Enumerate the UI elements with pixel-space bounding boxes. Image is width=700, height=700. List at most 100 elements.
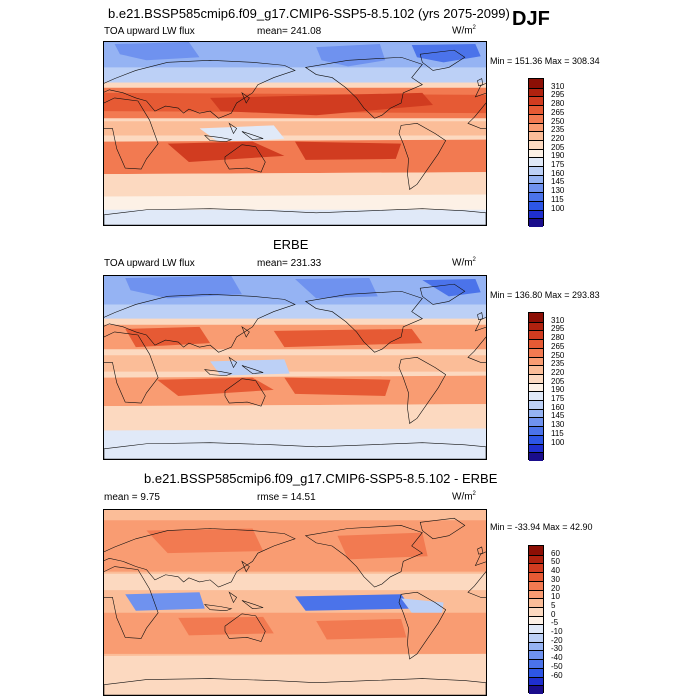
colorbar-segment bbox=[529, 113, 543, 123]
field-contour-region bbox=[316, 618, 407, 640]
coastline bbox=[205, 136, 232, 142]
colorbar-tick-label: 295 bbox=[551, 90, 565, 100]
colorbar-tick-label: 5 bbox=[551, 600, 556, 610]
coastline bbox=[468, 98, 486, 169]
coastline bbox=[242, 131, 263, 139]
coastline bbox=[420, 518, 465, 539]
panel-2-colorbar bbox=[528, 312, 544, 461]
colorbar-tick-label: -40 bbox=[551, 653, 563, 663]
colorbar-segment bbox=[529, 347, 543, 357]
colorbar-tick-label: 220 bbox=[551, 133, 565, 143]
colorbar-segment bbox=[529, 382, 543, 392]
colorbar-segment bbox=[529, 321, 543, 331]
colorbar-segment bbox=[529, 209, 543, 219]
field-contour-region bbox=[210, 359, 290, 376]
colorbar-segment bbox=[529, 589, 543, 599]
coastline bbox=[104, 679, 486, 695]
colorbar-tick-label: -30 bbox=[551, 644, 563, 654]
colorbar-segment bbox=[529, 200, 543, 210]
colorbar-tick-label: -50 bbox=[551, 661, 563, 671]
panel-1-units: W/m2 bbox=[452, 25, 476, 37]
coastline bbox=[420, 284, 465, 304]
field-contour-region bbox=[199, 125, 285, 144]
colorbar-tick-label: 160 bbox=[551, 168, 565, 178]
field-contour-region bbox=[422, 279, 481, 297]
field-contour-region bbox=[104, 209, 486, 225]
field-contour-region bbox=[125, 276, 242, 299]
colorbar-tick-label: 10 bbox=[551, 592, 560, 602]
coastline bbox=[475, 529, 486, 566]
colorbar-segment bbox=[529, 183, 543, 193]
colorbar-segment bbox=[529, 87, 543, 97]
coastline bbox=[475, 60, 486, 97]
field-contour-region bbox=[104, 355, 486, 372]
coastline bbox=[205, 605, 232, 611]
colorbar-segment bbox=[529, 434, 543, 444]
colorbar-segment bbox=[529, 218, 543, 227]
coastline bbox=[205, 370, 232, 376]
colorbar-segment bbox=[529, 659, 543, 668]
colorbar-tick-label: 100 bbox=[551, 437, 565, 447]
field-contour-region bbox=[104, 653, 486, 695]
field-contour-region bbox=[125, 326, 211, 348]
colorbar-segment bbox=[529, 122, 543, 132]
colorbar-segment bbox=[529, 373, 543, 383]
panel-3-map bbox=[103, 509, 487, 696]
colorbar-tick-label: 20 bbox=[551, 583, 560, 593]
colorbar-tick-label: 50 bbox=[551, 557, 560, 567]
field-contour-region bbox=[337, 532, 428, 560]
colorbar-segment bbox=[529, 192, 543, 201]
colorbar-segment bbox=[529, 79, 543, 88]
field-contour-region bbox=[146, 528, 264, 554]
colorbar-segment bbox=[529, 685, 543, 694]
field-contour-region bbox=[104, 428, 486, 459]
colorbar-tick-label: 205 bbox=[551, 376, 565, 386]
coastline bbox=[468, 567, 486, 639]
coastline bbox=[475, 294, 486, 331]
coastline bbox=[306, 291, 423, 352]
coastline bbox=[242, 600, 263, 608]
colorbar-segment bbox=[529, 166, 543, 175]
coastline bbox=[478, 79, 483, 86]
coastline bbox=[229, 357, 236, 367]
coastline bbox=[229, 592, 236, 602]
colorbar-tick-label: 310 bbox=[551, 81, 565, 91]
coastline bbox=[104, 332, 158, 403]
colorbar-tick-label: -60 bbox=[551, 670, 563, 680]
colorbar-segment bbox=[529, 148, 543, 158]
coastline bbox=[225, 379, 265, 406]
coastline bbox=[104, 443, 486, 459]
panel-2-variable-label: TOA upward LW flux bbox=[104, 258, 195, 269]
colorbar-segment bbox=[529, 633, 543, 642]
coastline bbox=[399, 123, 446, 189]
colorbar-segment bbox=[529, 330, 543, 340]
colorbar-segment bbox=[529, 365, 543, 374]
colorbar-segment bbox=[529, 624, 543, 634]
colorbar-tick-label: 130 bbox=[551, 420, 565, 430]
colorbar-tick-label: 190 bbox=[551, 151, 565, 161]
colorbar-tick-label: -10 bbox=[551, 627, 563, 637]
panel-3-colorbar bbox=[528, 545, 544, 694]
coastline bbox=[242, 561, 249, 571]
coastline bbox=[242, 327, 249, 337]
field-contour-region bbox=[104, 573, 486, 591]
panel-1-variable-label: TOA upward LW flux bbox=[104, 26, 195, 37]
colorbar-segment bbox=[529, 443, 543, 453]
colorbar-tick-label: 220 bbox=[551, 367, 565, 377]
panel-3-minmax: Min = -33.94 Max = 42.90 bbox=[490, 522, 593, 532]
coastline bbox=[242, 93, 249, 103]
coastline bbox=[225, 145, 265, 172]
coastline bbox=[468, 332, 486, 403]
colorbar-segment bbox=[529, 400, 543, 409]
colorbar-segment bbox=[529, 452, 543, 461]
coastline bbox=[306, 57, 423, 118]
colorbar-segment bbox=[529, 408, 543, 418]
colorbar-tick-label: 175 bbox=[551, 160, 565, 170]
colorbar-segment bbox=[529, 546, 543, 555]
colorbar-tick-label: 145 bbox=[551, 411, 565, 421]
colorbar-segment bbox=[529, 131, 543, 140]
coastline bbox=[225, 614, 265, 642]
colorbar-segment bbox=[529, 157, 543, 167]
field-contour-region bbox=[114, 42, 200, 61]
coastline bbox=[399, 592, 446, 659]
